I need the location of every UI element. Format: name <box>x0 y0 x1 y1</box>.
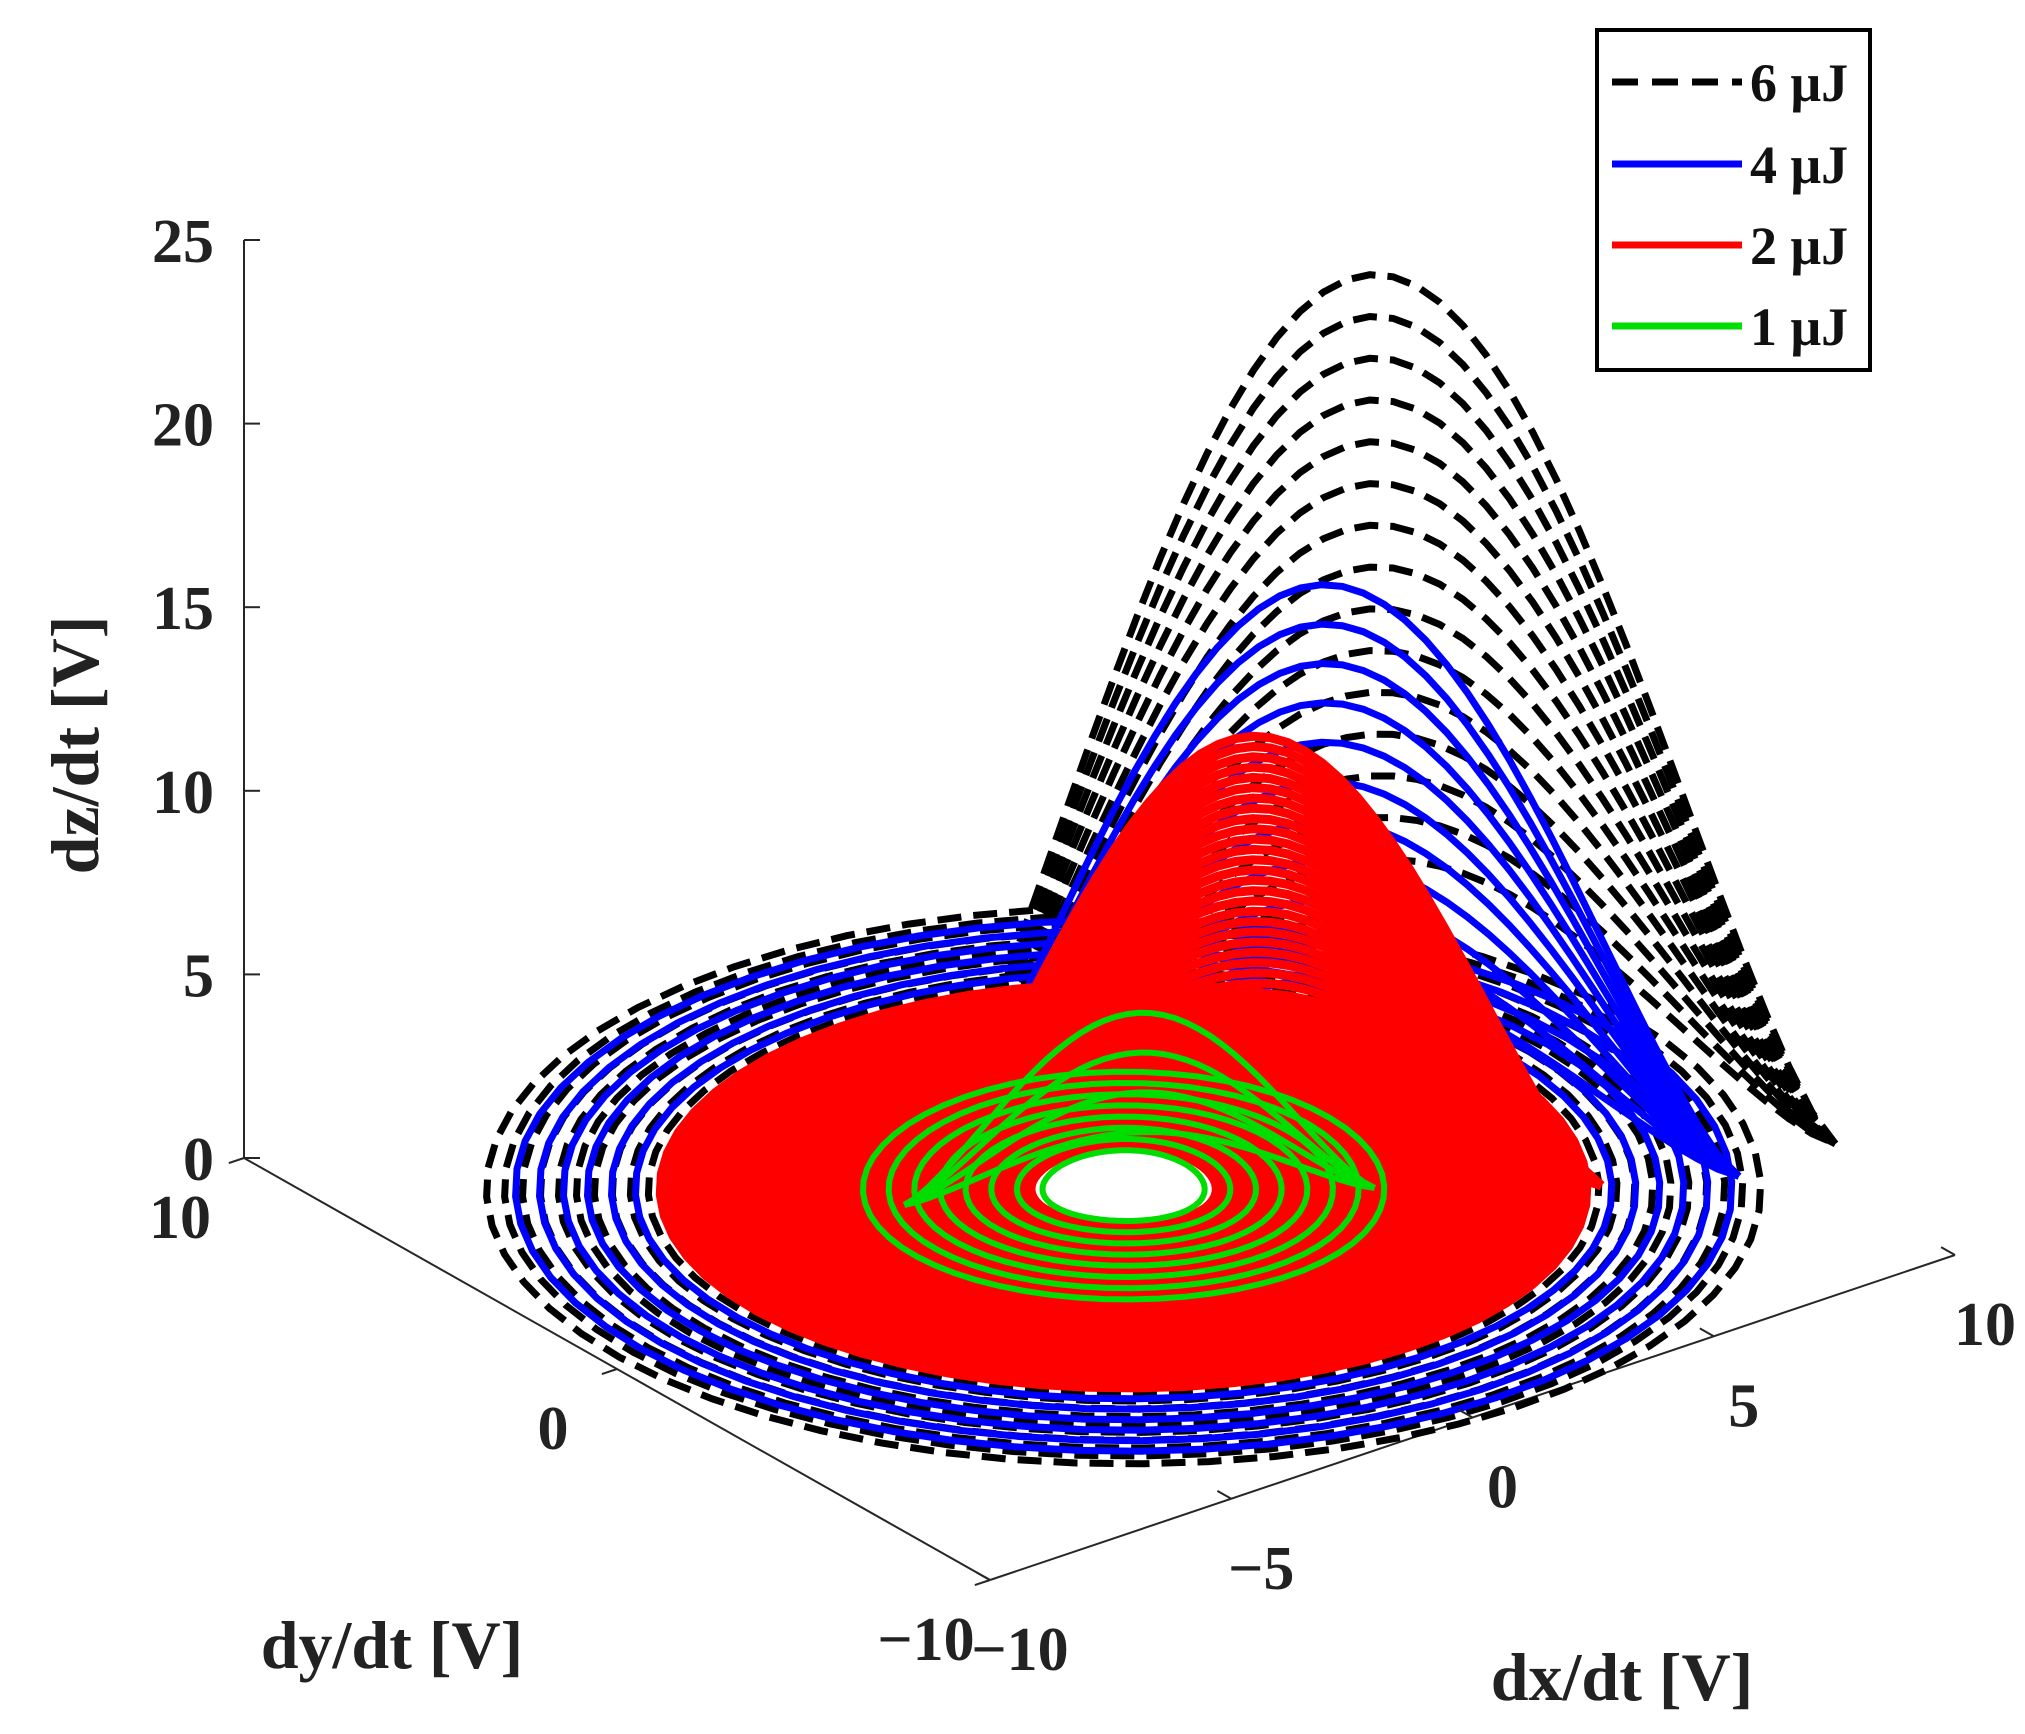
trajectory-fold <box>902 1009 1377 1208</box>
legend-entry-2uj: 2 μJ <box>1612 216 1848 276</box>
trajectory-loop <box>936 1102 1311 1269</box>
legend-entry-1uj: 1 μJ <box>1612 297 1848 357</box>
trajectory-fold <box>901 271 1839 1207</box>
y-tick-mark <box>601 1368 618 1376</box>
z-tick-label: 0 <box>183 1126 214 1194</box>
y-axis-title: dy/dt [V] <box>261 1607 524 1683</box>
x-tick-mark <box>975 1571 991 1581</box>
trajectory-loop <box>1013 1136 1234 1236</box>
x-tick-label: 0 <box>1487 1454 1518 1522</box>
x-tick-mark <box>1458 1408 1473 1419</box>
legend-label-6uj: 6 μJ <box>1750 53 1848 113</box>
legend-label-4uj: 4 μJ <box>1750 135 1848 195</box>
trajectory-fold <box>901 396 1839 1208</box>
trajectory-fold <box>901 354 1839 1207</box>
trajectory-fold <box>901 731 1605 1209</box>
trajectory-loop <box>501 911 1747 1460</box>
trajectory-loop <box>988 1124 1260 1247</box>
trajectory-loop <box>518 919 1729 1452</box>
legend-entry-4uj: 4 μJ <box>1612 135 1848 195</box>
trajectory-loop <box>535 926 1712 1445</box>
trajectory-fold <box>903 1128 1376 1208</box>
x-tick-label: 5 <box>1728 1372 1759 1440</box>
legend-box <box>1595 28 1872 372</box>
trajectory-fold <box>901 521 1838 1208</box>
trajectory-fold <box>903 1089 1376 1208</box>
trajectory-fold <box>902 1049 1376 1208</box>
series-2 <box>655 731 1605 1393</box>
z-tick-label: 15 <box>152 575 214 643</box>
legend: 6 μJ 4 μJ 2 μJ 1 μJ <box>1595 28 1872 372</box>
trajectory-fold <box>901 438 1838 1208</box>
trajectory-fold <box>902 730 1838 1208</box>
x-tick-label: 10 <box>1954 1291 2016 1359</box>
trajectory-loop <box>911 1091 1336 1281</box>
trajectory-loop <box>483 903 1765 1468</box>
x-tick-mark <box>1699 1327 1715 1338</box>
y-tick-label: −10 <box>877 1606 974 1674</box>
x-tick-mark <box>1216 1490 1232 1500</box>
z-axis-title: dz/dt [V] <box>37 616 113 875</box>
x-tick-mark <box>1940 1246 1956 1256</box>
trajectory-fold <box>901 605 1838 1208</box>
z-tick-label: 5 <box>183 942 214 1010</box>
z-tick-label: 20 <box>152 392 214 460</box>
trajectory-loop <box>1039 1147 1208 1225</box>
trajectory-fold <box>901 581 1742 1208</box>
trajectory-loop <box>962 1113 1285 1258</box>
trajectory-loop <box>859 1068 1388 1303</box>
y-tick-label: 0 <box>538 1395 569 1463</box>
series-3 <box>859 1009 1388 1303</box>
trajectory-loop <box>885 1079 1362 1292</box>
trajectory-fold <box>901 312 1839 1207</box>
z-tick-label: 25 <box>152 208 214 276</box>
y-tick-label: 10 <box>149 1184 211 1252</box>
legend-label-1uj: 1 μJ <box>1750 297 1848 357</box>
x-tick-label: −10 <box>971 1616 1068 1684</box>
x-axis-title: dx/dt [V] <box>1491 1639 1754 1715</box>
legend-entry-6uj: 6 μJ <box>1612 53 1848 113</box>
z-tick-label: 10 <box>152 759 214 827</box>
x-tick-label: −5 <box>1228 1535 1294 1603</box>
trajectory-layer <box>483 271 1839 1468</box>
y-tick-mark <box>974 1579 991 1587</box>
trajectory-loop <box>512 916 1736 1455</box>
y-tick-mark <box>228 1157 245 1165</box>
legend-label-2uj: 2 μJ <box>1750 216 1848 276</box>
trajectory-loop <box>554 935 1693 1436</box>
